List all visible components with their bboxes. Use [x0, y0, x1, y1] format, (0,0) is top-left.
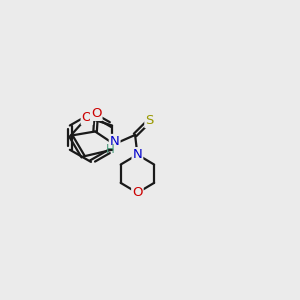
- Text: S: S: [145, 114, 154, 127]
- Text: O: O: [132, 186, 143, 199]
- Text: N: N: [110, 135, 119, 148]
- Text: O: O: [91, 107, 101, 120]
- Text: N: N: [133, 148, 142, 161]
- Text: H: H: [106, 143, 114, 156]
- Text: O: O: [82, 111, 92, 124]
